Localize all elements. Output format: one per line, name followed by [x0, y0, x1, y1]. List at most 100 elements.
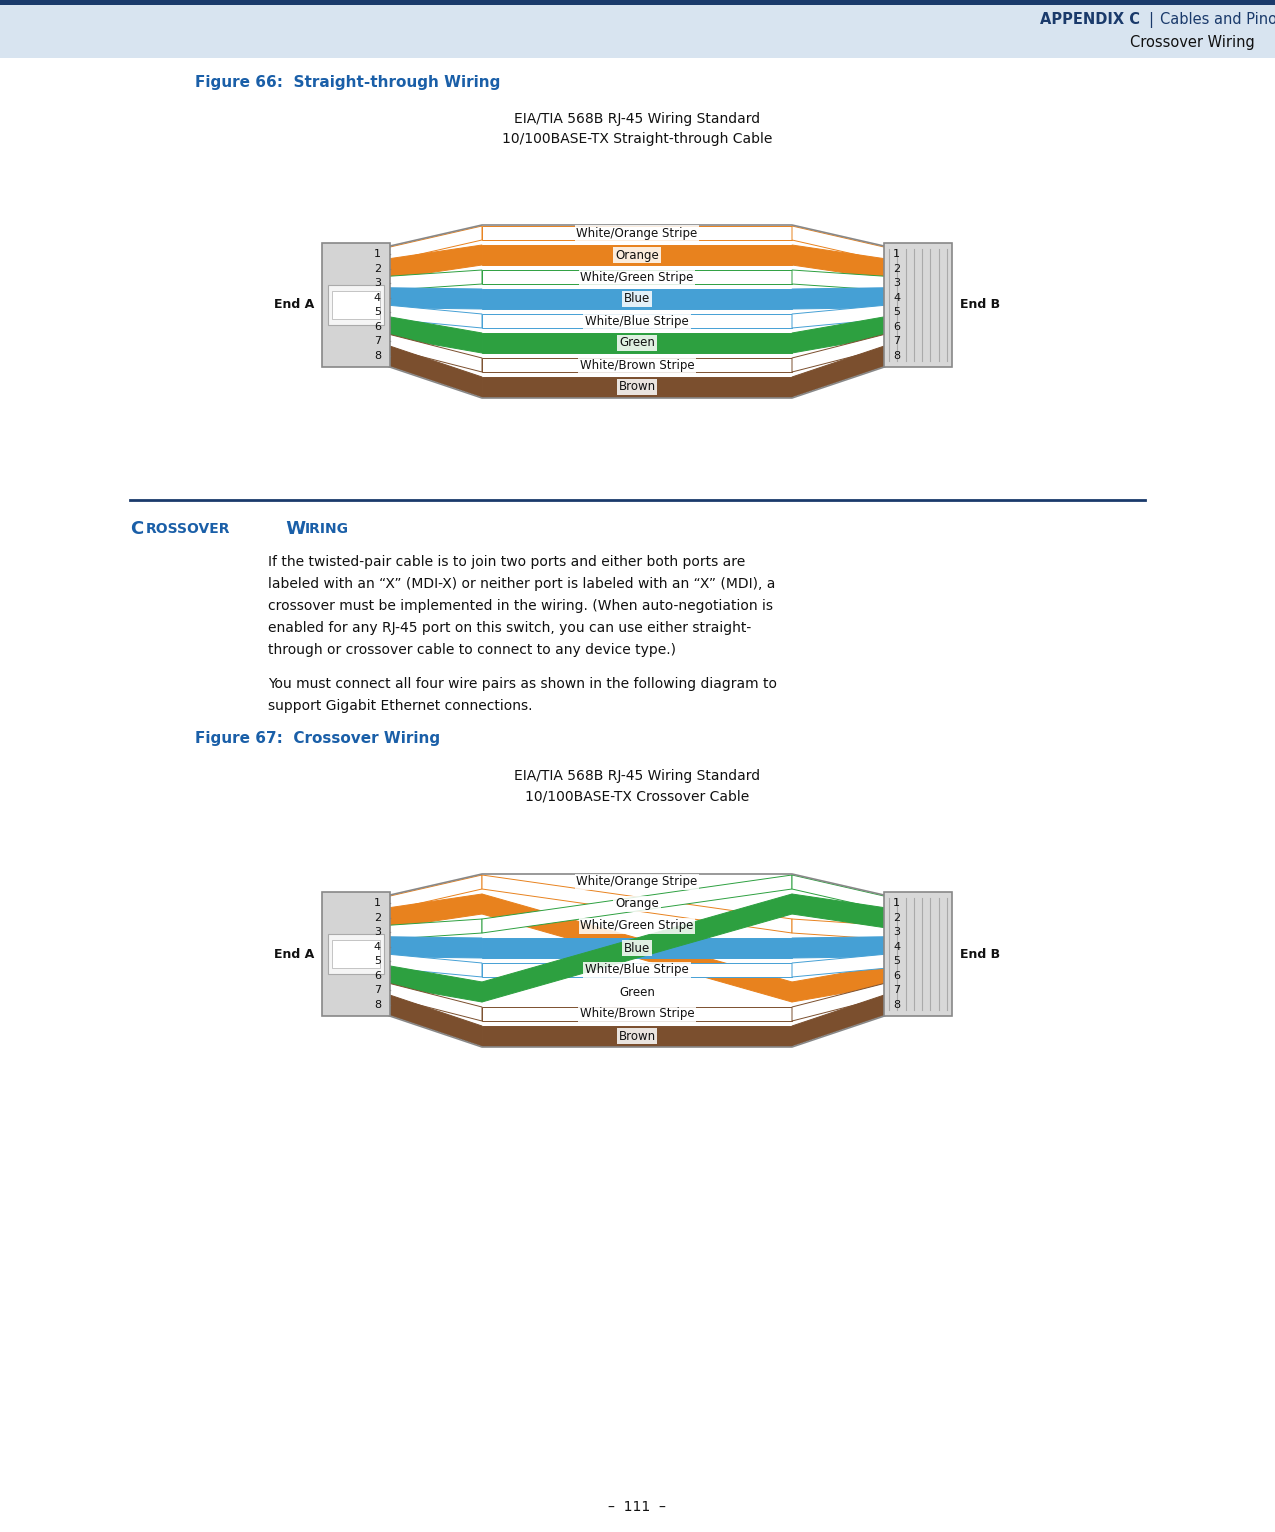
Bar [332, 291, 380, 319]
Text: End A: End A [274, 299, 314, 311]
Polygon shape [482, 875, 792, 933]
Polygon shape [389, 227, 482, 262]
Text: White/Green Stripe: White/Green Stripe [580, 271, 694, 283]
Text: Brown: Brown [618, 380, 655, 394]
Polygon shape [792, 317, 885, 352]
Bar [323, 244, 390, 368]
Text: 2: 2 [892, 264, 900, 274]
Bar [332, 941, 380, 968]
Text: 4: 4 [374, 942, 381, 951]
Text: 6: 6 [374, 322, 381, 332]
Text: Cables and Pinouts: Cables and Pinouts [1160, 12, 1275, 28]
Polygon shape [792, 919, 885, 939]
Polygon shape [389, 270, 482, 290]
Text: End B: End B [960, 947, 1000, 961]
Text: 6: 6 [892, 971, 900, 980]
Polygon shape [482, 1007, 792, 1020]
Polygon shape [482, 314, 792, 328]
Text: labeled with an “X” (MDI-X) or neither port is labeled with an “X” (MDI), a: labeled with an “X” (MDI-X) or neither p… [268, 578, 775, 591]
Polygon shape [792, 245, 885, 279]
Text: 7: 7 [892, 336, 900, 346]
Polygon shape [482, 290, 792, 309]
Polygon shape [792, 984, 885, 1020]
Polygon shape [482, 895, 792, 1002]
Bar [328, 935, 384, 974]
Text: If the twisted-pair cable is to join two ports and either both ports are: If the twisted-pair cable is to join two… [268, 555, 746, 568]
Text: |: | [1148, 12, 1153, 28]
Text: 5: 5 [374, 956, 381, 967]
Text: White/Brown Stripe: White/Brown Stripe [580, 358, 695, 371]
Bar [884, 892, 952, 1016]
Text: APPENDIX C: APPENDIX C [1040, 12, 1140, 28]
Text: End A: End A [274, 947, 314, 961]
Text: Figure 66:  Straight-through Wiring: Figure 66: Straight-through Wiring [195, 75, 500, 90]
Text: enabled for any RJ-45 port on this switch, you can use either straight-: enabled for any RJ-45 port on this switc… [268, 620, 751, 634]
Text: 3: 3 [892, 927, 900, 938]
Bar [323, 892, 390, 1016]
Polygon shape [389, 346, 482, 397]
Text: Blue: Blue [623, 942, 650, 954]
Text: 3: 3 [374, 927, 381, 938]
Polygon shape [482, 332, 792, 352]
Text: 8: 8 [892, 351, 900, 360]
Text: EIA/TIA 568B RJ-45 Wiring Standard: EIA/TIA 568B RJ-45 Wiring Standard [514, 112, 760, 126]
Polygon shape [482, 227, 792, 241]
Polygon shape [792, 288, 885, 309]
Polygon shape [482, 964, 792, 977]
Polygon shape [792, 334, 885, 372]
Polygon shape [389, 994, 482, 1046]
Polygon shape [482, 895, 792, 1002]
Polygon shape [792, 895, 885, 928]
Text: –  111  –: – 111 – [608, 1500, 666, 1514]
Bar [884, 244, 952, 368]
Text: 2: 2 [374, 264, 381, 274]
Polygon shape [389, 305, 482, 328]
Polygon shape [482, 938, 792, 958]
Text: 5: 5 [892, 956, 900, 967]
Bar [0, 0, 1275, 58]
Polygon shape [389, 334, 482, 372]
Polygon shape [792, 954, 885, 977]
Text: 4: 4 [892, 942, 900, 951]
Text: IRING: IRING [305, 522, 349, 536]
Text: 8: 8 [892, 1000, 900, 1010]
Text: White/Green Stripe: White/Green Stripe [580, 919, 694, 933]
Polygon shape [792, 346, 885, 397]
Polygon shape [482, 875, 792, 933]
Text: White/Brown Stripe: White/Brown Stripe [580, 1008, 695, 1020]
Polygon shape [792, 936, 885, 958]
Text: Figure 67:  Crossover Wiring: Figure 67: Crossover Wiring [195, 731, 440, 746]
Text: Blue: Blue [623, 293, 650, 305]
Polygon shape [389, 919, 482, 939]
Polygon shape [389, 984, 482, 1020]
Polygon shape [482, 245, 792, 265]
Text: 3: 3 [892, 279, 900, 288]
Polygon shape [389, 245, 482, 279]
Text: 3: 3 [374, 279, 381, 288]
Polygon shape [792, 305, 885, 328]
Polygon shape [482, 377, 792, 397]
Text: 2: 2 [892, 913, 900, 922]
Polygon shape [482, 1026, 792, 1046]
Text: 5: 5 [892, 308, 900, 317]
Text: 7: 7 [374, 336, 381, 346]
Text: ROSSOVER: ROSSOVER [147, 522, 231, 536]
Text: 6: 6 [892, 322, 900, 332]
Text: C: C [130, 519, 143, 538]
Text: 10/100BASE-TX Straight-through Cable: 10/100BASE-TX Straight-through Cable [502, 132, 773, 146]
Polygon shape [792, 270, 885, 290]
Text: 4: 4 [374, 293, 381, 303]
Polygon shape [792, 227, 885, 262]
Text: White/Blue Stripe: White/Blue Stripe [585, 314, 688, 328]
Text: 1: 1 [892, 898, 900, 908]
Text: 2: 2 [374, 913, 381, 922]
Text: 7: 7 [892, 985, 900, 996]
Polygon shape [792, 994, 885, 1046]
Text: through or crossover cable to connect to any device type.): through or crossover cable to connect to… [268, 643, 676, 657]
Text: 10/100BASE-TX Crossover Cable: 10/100BASE-TX Crossover Cable [525, 789, 750, 803]
Text: 4: 4 [892, 293, 900, 303]
Text: Brown: Brown [618, 1030, 655, 1042]
Text: EIA/TIA 568B RJ-45 Wiring Standard: EIA/TIA 568B RJ-45 Wiring Standard [514, 769, 760, 783]
Text: 8: 8 [374, 1000, 381, 1010]
Text: support Gigabit Ethernet connections.: support Gigabit Ethernet connections. [268, 699, 533, 712]
